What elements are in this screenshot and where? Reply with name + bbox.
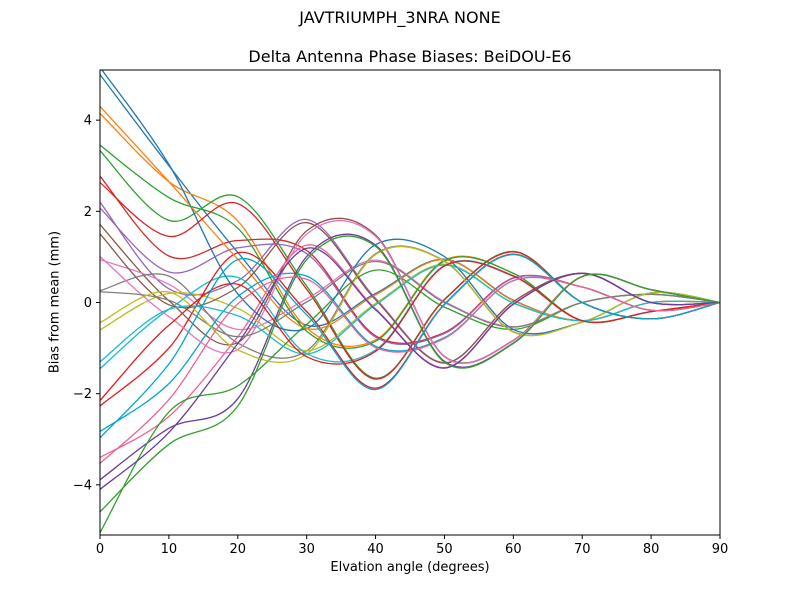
- series-line-s24: [100, 246, 720, 363]
- figure-suptitle: JAVTRIUMPH_3NRA NONE: [299, 8, 501, 27]
- series-line-s01: [100, 74, 720, 328]
- x-tick-label: 50: [436, 542, 453, 557]
- x-tick-label: 10: [161, 542, 178, 557]
- y-axis-label: Bias from mean (mm): [47, 230, 63, 374]
- series-line-s11: [100, 251, 720, 407]
- y-tick-label: −2: [73, 387, 92, 402]
- x-tick-label: 80: [643, 542, 660, 557]
- y-tick-label: 2: [84, 205, 92, 220]
- series-line-s06: [100, 217, 720, 364]
- series-group: [100, 70, 720, 534]
- y-tick-label: 4: [84, 114, 92, 129]
- y-tick-label: −4: [73, 478, 92, 493]
- x-tick-label: 40: [367, 542, 384, 557]
- x-tick-label: 0: [96, 542, 104, 557]
- series-line-s27: [100, 253, 720, 439]
- x-axis-label: Elvation angle (degrees): [330, 560, 490, 575]
- x-tick-label: 30: [298, 542, 315, 557]
- x-tick-label: 70: [574, 542, 591, 557]
- series-line-s21: [100, 222, 720, 364]
- series-line-s26: [100, 260, 720, 401]
- series-line-s14: [100, 233, 720, 481]
- series-line-s29: [100, 247, 720, 490]
- axes-title: Delta Antenna Phase Biases: BeiDOU-E6: [248, 47, 572, 66]
- y-tick-label: 0: [84, 296, 92, 311]
- series-line-s28: [100, 276, 720, 464]
- series-line-s30: [100, 235, 720, 513]
- x-tick-label: 20: [230, 542, 247, 557]
- series-line-s04: [100, 175, 720, 344]
- x-tick-label: 90: [712, 542, 729, 557]
- x-tick-label: 60: [505, 542, 522, 557]
